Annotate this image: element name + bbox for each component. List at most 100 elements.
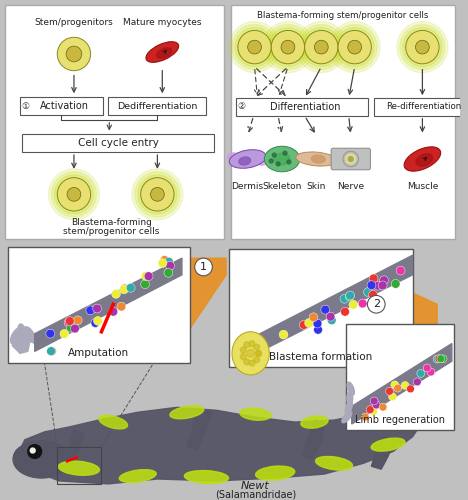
Circle shape [67, 321, 76, 330]
Ellipse shape [347, 382, 354, 395]
Circle shape [51, 172, 96, 217]
Circle shape [244, 342, 249, 348]
Circle shape [164, 258, 173, 266]
Circle shape [367, 296, 385, 313]
Circle shape [66, 46, 82, 62]
Circle shape [348, 40, 362, 54]
Circle shape [249, 360, 255, 366]
Ellipse shape [146, 42, 179, 62]
Circle shape [332, 24, 377, 70]
Ellipse shape [99, 415, 127, 429]
Circle shape [313, 319, 322, 328]
Circle shape [248, 40, 262, 54]
Circle shape [141, 178, 174, 211]
Text: Skin: Skin [307, 182, 326, 190]
Circle shape [120, 284, 129, 293]
Circle shape [394, 384, 402, 392]
Circle shape [314, 40, 328, 54]
Circle shape [71, 324, 80, 333]
Circle shape [94, 316, 102, 326]
Polygon shape [303, 420, 326, 460]
Ellipse shape [24, 327, 36, 342]
Ellipse shape [264, 146, 300, 172]
Circle shape [269, 159, 273, 163]
Circle shape [240, 354, 246, 360]
Polygon shape [241, 255, 413, 361]
Circle shape [439, 355, 447, 363]
Circle shape [271, 30, 305, 64]
Circle shape [407, 385, 414, 393]
Circle shape [93, 304, 102, 313]
Circle shape [256, 350, 262, 356]
Circle shape [314, 326, 322, 334]
Circle shape [279, 330, 288, 339]
Circle shape [54, 174, 94, 214]
Ellipse shape [274, 153, 290, 165]
Ellipse shape [29, 333, 43, 346]
Circle shape [366, 406, 374, 413]
Circle shape [373, 281, 382, 290]
Text: Differentiation: Differentiation [270, 102, 340, 112]
Polygon shape [18, 408, 423, 484]
Circle shape [396, 266, 405, 275]
Circle shape [276, 162, 280, 166]
Circle shape [126, 284, 135, 292]
Ellipse shape [227, 153, 237, 160]
Circle shape [416, 40, 429, 54]
Circle shape [272, 153, 276, 157]
Circle shape [166, 262, 175, 270]
Circle shape [141, 280, 149, 288]
Circle shape [302, 28, 341, 66]
Ellipse shape [13, 440, 70, 478]
Circle shape [345, 292, 354, 301]
Circle shape [338, 30, 372, 64]
Ellipse shape [10, 328, 22, 344]
Circle shape [309, 313, 318, 322]
Circle shape [326, 312, 335, 321]
Circle shape [370, 397, 378, 405]
Text: Skeleton: Skeleton [263, 182, 302, 190]
Polygon shape [372, 437, 395, 469]
Circle shape [60, 330, 69, 338]
Text: 2: 2 [373, 300, 380, 310]
Circle shape [335, 28, 374, 66]
Circle shape [378, 281, 387, 290]
Circle shape [364, 288, 373, 296]
Circle shape [235, 28, 274, 66]
Circle shape [423, 364, 431, 372]
Circle shape [111, 290, 120, 298]
FancyBboxPatch shape [20, 97, 103, 115]
Ellipse shape [119, 470, 156, 482]
Ellipse shape [157, 48, 172, 58]
Polygon shape [12, 336, 30, 353]
Text: Stem/progenitors: Stem/progenitors [35, 18, 113, 26]
Circle shape [254, 356, 260, 362]
Text: Newt: Newt [241, 481, 270, 491]
Circle shape [144, 272, 153, 280]
Text: Amputation: Amputation [68, 348, 130, 358]
Circle shape [65, 316, 74, 326]
Circle shape [263, 22, 314, 72]
Text: Muscle: Muscle [407, 182, 438, 190]
FancyBboxPatch shape [8, 248, 190, 363]
Circle shape [281, 40, 295, 54]
Ellipse shape [259, 158, 268, 165]
Text: Blastema-forming: Blastema-forming [71, 218, 152, 227]
Circle shape [164, 268, 173, 277]
Circle shape [265, 24, 310, 70]
FancyBboxPatch shape [22, 134, 214, 152]
Text: Limb regeneration: Limb regeneration [355, 415, 445, 425]
Circle shape [380, 276, 388, 284]
Circle shape [47, 347, 56, 356]
Circle shape [57, 178, 91, 211]
FancyBboxPatch shape [108, 97, 206, 115]
Text: Blastema formation: Blastema formation [269, 352, 373, 362]
Circle shape [30, 448, 35, 453]
Ellipse shape [58, 461, 99, 475]
Circle shape [388, 393, 396, 400]
Circle shape [397, 22, 448, 72]
Circle shape [401, 382, 409, 390]
Circle shape [195, 258, 212, 276]
Circle shape [240, 347, 246, 353]
FancyBboxPatch shape [331, 148, 370, 170]
